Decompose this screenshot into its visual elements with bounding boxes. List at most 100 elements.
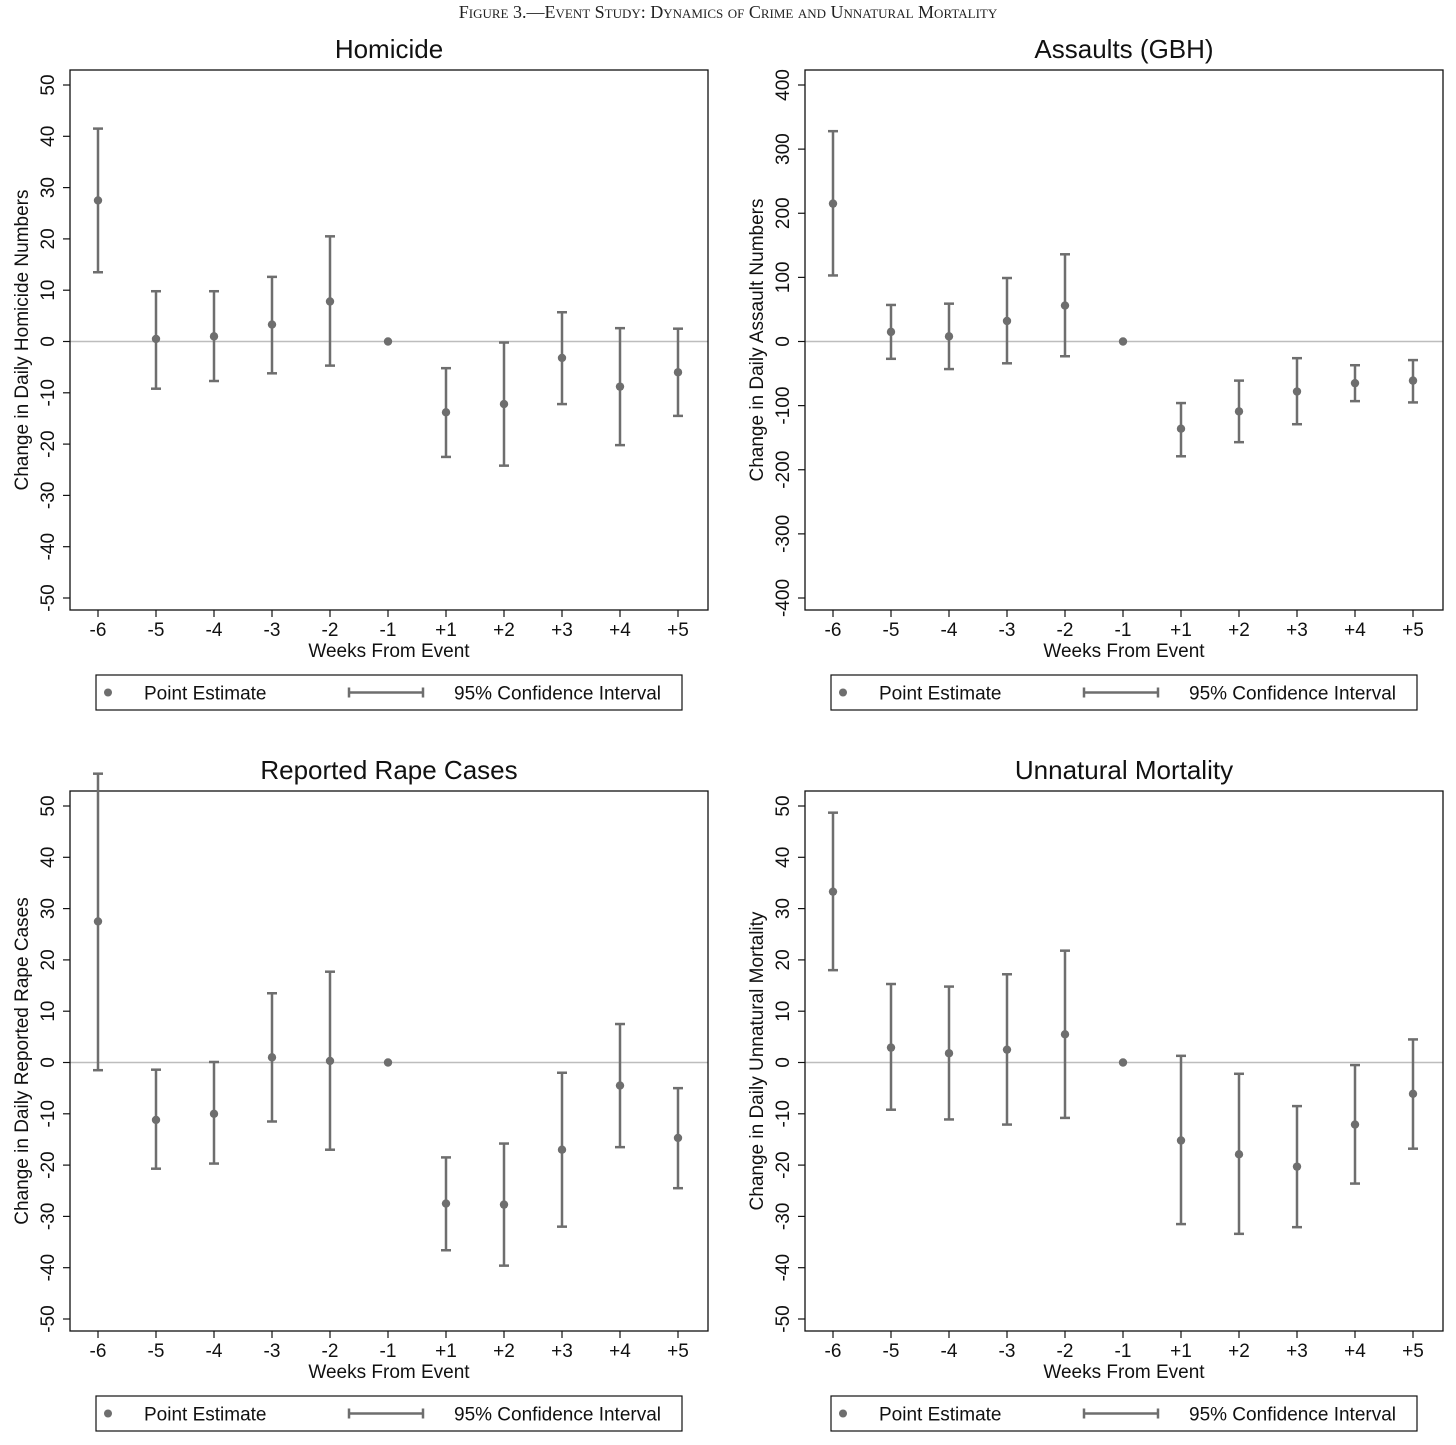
legend-point-label: Point Estimate <box>879 684 1002 705</box>
y-tick-label: 100 <box>773 262 794 294</box>
x-axis-title: Weeks From Event <box>308 641 470 662</box>
point-estimate <box>615 382 625 391</box>
x-tick-label: -5 <box>148 620 165 641</box>
y-tick-label: 300 <box>773 133 794 165</box>
point-estimate <box>93 917 103 926</box>
plot-frame <box>804 790 1444 1332</box>
x-tick-label: -2 <box>322 620 339 641</box>
chart-title: Unnatural Mortality <box>1015 755 1233 785</box>
x-tick-label: +5 <box>667 620 689 641</box>
point-estimate <box>828 887 838 896</box>
point-estimate <box>1350 1120 1360 1129</box>
legend-point-label: Point Estimate <box>879 1405 1002 1426</box>
x-tick-label: -5 <box>883 1341 900 1362</box>
x-tick-label: +4 <box>609 620 631 641</box>
point-estimate <box>1176 1136 1186 1145</box>
point-estimate <box>673 1133 683 1143</box>
point-estimate <box>557 353 567 363</box>
x-tick-label: +1 <box>435 1341 457 1362</box>
chart-panel-2: Assaults (GBH) -400 -300 -200 -100 0 100 200 300… <box>747 34 1444 711</box>
x-tick-label: -3 <box>264 1341 281 1362</box>
point-estimate <box>209 1109 219 1119</box>
x-tick-label: -1 <box>380 620 397 641</box>
point-estimate <box>615 1081 625 1090</box>
x-tick-label: +5 <box>1402 620 1424 641</box>
point-estimate <box>1060 1030 1070 1039</box>
point-estimate <box>383 337 393 346</box>
point-estimate <box>1292 387 1302 396</box>
x-tick-label: -2 <box>1057 620 1074 641</box>
point-estimate <box>383 1058 393 1067</box>
y-tick-label: -50 <box>38 1305 59 1332</box>
x-tick-label: +5 <box>1402 1341 1424 1362</box>
y-tick-label: -10 <box>38 379 59 406</box>
y-tick-label: -300 <box>773 515 794 553</box>
point-estimate <box>828 199 838 208</box>
y-tick-label: -30 <box>38 1203 59 1230</box>
y-tick-label: 50 <box>38 74 59 95</box>
legend-ci-label: 95% Confidence Interval <box>454 1405 661 1426</box>
x-tick-label: +4 <box>1344 620 1366 641</box>
point-estimate <box>93 196 103 205</box>
y-tick-label: -20 <box>38 1151 59 1178</box>
x-tick-label: -6 <box>90 620 107 641</box>
x-tick-label: +3 <box>551 620 573 641</box>
y-tick-label: 30 <box>38 177 59 198</box>
legend-point-label: Point Estimate <box>144 1405 267 1426</box>
point-estimate <box>499 1200 509 1209</box>
point-estimate <box>944 332 954 341</box>
point-estimate <box>1118 337 1128 346</box>
point-estimate <box>499 399 509 409</box>
plot-frame <box>804 69 1444 611</box>
y-tick-label: 400 <box>773 69 794 101</box>
point-estimate <box>1118 1058 1128 1067</box>
figure-title: Figure 3.—Event Study: Dynamics of Crime… <box>458 2 998 22</box>
legend-point-symbol <box>839 688 847 697</box>
legend-ci-label: 95% Confidence Interval <box>1189 1405 1396 1426</box>
legend: Point Estimate 95% Confidence Interval <box>830 674 1418 711</box>
point-estimate <box>1002 316 1012 326</box>
x-tick-label: -1 <box>1115 620 1132 641</box>
point-estimate <box>886 1043 896 1052</box>
x-tick-label: -4 <box>206 620 223 641</box>
point-estimate <box>1060 301 1070 310</box>
x-tick-label: -5 <box>883 620 900 641</box>
y-tick-label: -400 <box>773 579 794 617</box>
point-estimate <box>267 320 277 329</box>
legend-point-label: Point Estimate <box>144 684 267 705</box>
x-tick-label: -2 <box>1057 1341 1074 1362</box>
x-tick-label: -6 <box>825 1341 842 1362</box>
x-tick-label: -4 <box>206 1341 223 1362</box>
point-estimate <box>1176 424 1186 433</box>
plot-frame <box>69 69 709 611</box>
point-estimate <box>1408 376 1418 385</box>
point-estimate <box>886 327 896 337</box>
y-axis-title: Change in Daily Homicide Numbers <box>12 190 33 491</box>
y-tick-label: -40 <box>773 1254 794 1281</box>
point-estimate <box>944 1049 954 1058</box>
y-tick-label: -100 <box>773 387 794 425</box>
x-tick-label: +3 <box>1286 1341 1308 1362</box>
y-tick-label: -10 <box>38 1100 59 1127</box>
point-estimate <box>441 1199 451 1208</box>
y-tick-label: 50 <box>773 795 794 816</box>
x-tick-label: +4 <box>609 1341 631 1362</box>
y-tick-label: 0 <box>773 1057 794 1068</box>
y-tick-label: 10 <box>38 1001 59 1022</box>
y-tick-label: -50 <box>38 584 59 611</box>
legend-point-symbol <box>104 1409 112 1418</box>
point-estimate <box>1408 1089 1418 1098</box>
point-estimate <box>673 368 683 377</box>
y-tick-label: 10 <box>773 1001 794 1022</box>
x-tick-label: -3 <box>264 620 281 641</box>
x-tick-label: +2 <box>1228 620 1250 641</box>
x-tick-label: -1 <box>1115 1341 1132 1362</box>
chart-title: Reported Rape Cases <box>260 755 517 785</box>
y-tick-label: 0 <box>773 336 794 347</box>
point-estimate <box>325 297 335 306</box>
x-axis-title: Weeks From Event <box>1043 1362 1205 1383</box>
y-tick-label: 200 <box>773 197 794 229</box>
legend-point-symbol <box>104 688 112 697</box>
y-tick-label: 20 <box>38 949 59 970</box>
x-tick-label: -4 <box>941 620 958 641</box>
